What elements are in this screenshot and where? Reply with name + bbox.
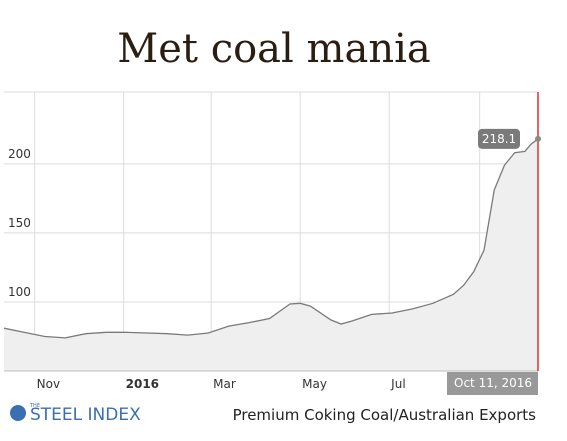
tooltip-box xyxy=(478,128,520,149)
tooltip-label: 218.1 xyxy=(482,132,516,146)
x-tick-label: Mar xyxy=(213,377,236,391)
source: Premium Coking Coal/Australian Exports xyxy=(233,406,537,424)
logo: THE STEEL INDEX xyxy=(10,403,141,425)
x-tick-label: Jul xyxy=(390,377,405,391)
y-tick-label: 200 xyxy=(8,147,31,161)
x-tick-label: 2016 xyxy=(126,377,159,391)
logo-small: THE xyxy=(29,403,40,409)
crosshair-label: Oct 11, 2016 xyxy=(454,376,532,390)
area xyxy=(4,138,538,371)
chart-title: Met coal mania xyxy=(117,26,430,72)
line xyxy=(3,138,539,339)
x-tick-label: May xyxy=(302,377,327,391)
x-tick-label: Nov xyxy=(37,377,60,391)
logo-text: STEEL INDEX xyxy=(30,405,141,425)
y-tick-label: 100 xyxy=(8,285,31,299)
logo-icon xyxy=(10,405,26,421)
last-point xyxy=(535,135,541,142)
y-tick-label: 150 xyxy=(8,216,31,230)
crosshair-box xyxy=(447,372,538,395)
